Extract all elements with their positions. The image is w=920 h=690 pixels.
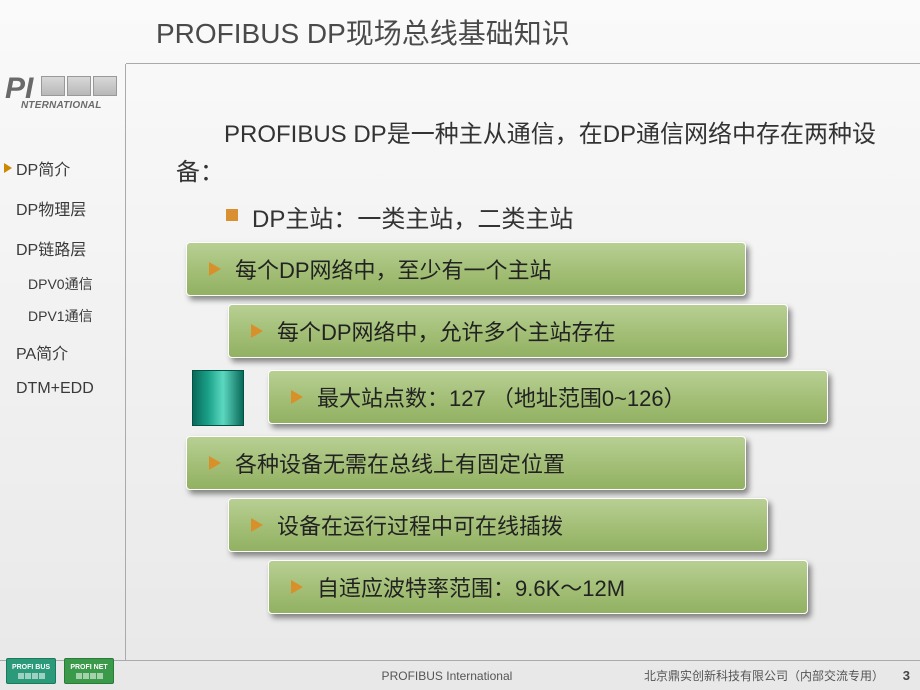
- nav-item-label: DTM+EDD: [16, 380, 94, 398]
- nav-item-6[interactable]: DTM+EDD: [0, 372, 125, 406]
- nav-item-2[interactable]: DP链路层: [0, 228, 125, 268]
- callout-3: 各种设备无需在总线上有固定位置: [186, 436, 746, 490]
- nav-item-5[interactable]: PA简介: [0, 332, 125, 372]
- page-title: PROFIBUS DP现场总线基础知识: [156, 12, 570, 52]
- nav-item-label: DP物理层: [16, 196, 86, 220]
- footer-badges: PROFI BUS PROFI NET: [6, 658, 114, 684]
- nav-list: DP简介 DP物理层 DP链路层 DPV0通信 DPV1通信 PA简介 DTM+EDD: [0, 68, 125, 406]
- footer-right: 北京鼎实创新科技有限公司（内部交流专用）: [644, 667, 884, 684]
- nav-item-3[interactable]: DPV0通信: [0, 268, 125, 300]
- arrow-icon: [251, 324, 263, 338]
- arrow-icon: [251, 518, 263, 532]
- callout-text: 最大站点数：127 （地址范围0~126）: [317, 381, 686, 413]
- callout-1: 每个DP网络中，允许多个主站存在: [228, 304, 788, 358]
- page-number: 3: [903, 668, 910, 683]
- badge-label: PROFI BUS: [12, 664, 50, 671]
- callout-2: 最大站点数：127 （地址范围0~126）: [268, 370, 828, 424]
- callout-4: 设备在运行过程中可在线插拨: [228, 498, 768, 552]
- nav-item-4[interactable]: DPV1通信: [0, 300, 125, 332]
- nav-item-label: PA简介: [16, 340, 68, 364]
- badge-label: PROFI NET: [70, 664, 107, 671]
- callout-text: 自适应波特率范围：9.6K～12M: [317, 571, 625, 603]
- nav-item-label: DP简介: [16, 156, 70, 180]
- arrow-icon: [291, 580, 303, 594]
- callout-text: 每个DP网络中，允许多个主站存在: [277, 315, 616, 347]
- callout-5: 自适应波特率范围：9.6K～12M: [268, 560, 808, 614]
- profibus-badge: PROFI BUS: [6, 658, 56, 684]
- decorative-square: [192, 370, 244, 426]
- nav-item-0[interactable]: DP简介: [0, 148, 125, 188]
- callout-text: 每个DP网络中，至少有一个主站: [235, 253, 552, 285]
- slide: PROFIBUS DP现场总线基础知识 PI NTERNATIONAL DP简介…: [0, 0, 920, 690]
- intro-paragraph: PROFIBUS DP是一种主从通信，在DP通信网络中存在两种设备：: [176, 116, 880, 193]
- callout-text: 各种设备无需在总线上有固定位置: [235, 447, 565, 479]
- nav-arrow-icon: [4, 163, 12, 173]
- arrow-icon: [209, 262, 221, 276]
- bullet-dp-master: DP主站：一类主站，二类主站: [252, 199, 880, 234]
- footer-center: PROFIBUS International: [382, 669, 513, 683]
- profinet-badge: PROFI NET: [64, 658, 114, 684]
- sidebar: DP简介 DP物理层 DP链路层 DPV0通信 DPV1通信 PA简介 DTM+EDD: [0, 64, 126, 660]
- title-bar: PROFIBUS DP现场总线基础知识: [126, 0, 920, 64]
- callout-text: 设备在运行过程中可在线插拨: [277, 509, 563, 541]
- content-area: PROFIBUS DP是一种主从通信，在DP通信网络中存在两种设备： DP主站：…: [126, 64, 920, 660]
- nav-item-label: DP链路层: [16, 236, 86, 260]
- nav-item-label: DPV1通信: [28, 306, 93, 326]
- footer: PROFI BUS PROFI NET PROFIBUS Internation…: [0, 660, 920, 690]
- callouts-stack: 每个DP网络中，至少有一个主站每个DP网络中，允许多个主站存在最大站点数：127…: [176, 242, 880, 612]
- nav-item-label: DPV0通信: [28, 274, 93, 294]
- nav-item-1[interactable]: DP物理层: [0, 188, 125, 228]
- callout-0: 每个DP网络中，至少有一个主站: [186, 242, 746, 296]
- arrow-icon: [291, 390, 303, 404]
- arrow-icon: [209, 456, 221, 470]
